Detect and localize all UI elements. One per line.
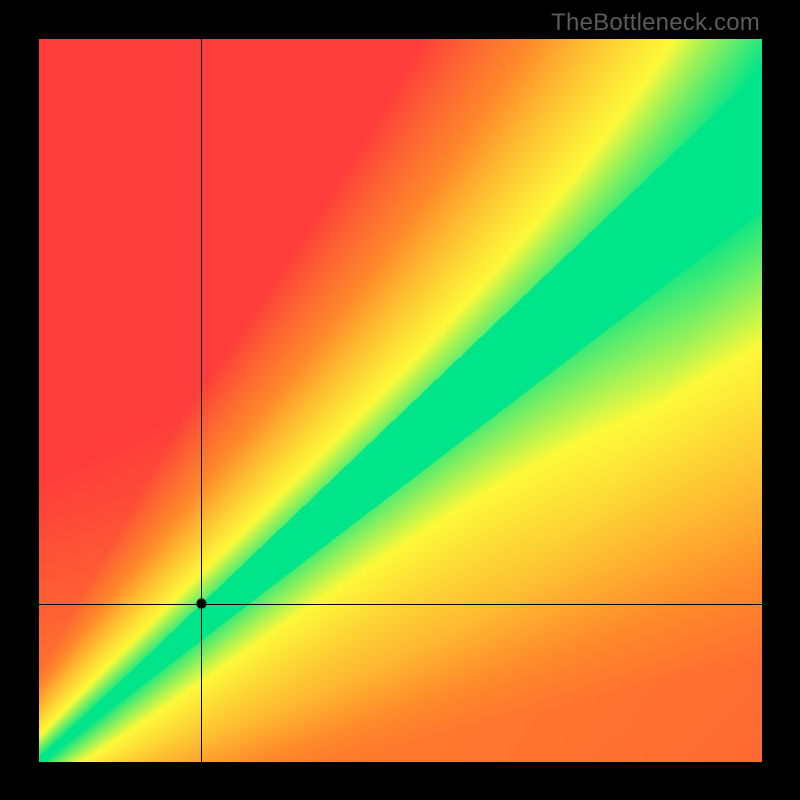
crosshair-horizontal-line — [39, 604, 762, 605]
bottleneck-heatmap — [39, 39, 762, 762]
watermark-text: TheBottleneck.com — [551, 9, 760, 37]
crosshair-vertical-line — [201, 39, 202, 762]
